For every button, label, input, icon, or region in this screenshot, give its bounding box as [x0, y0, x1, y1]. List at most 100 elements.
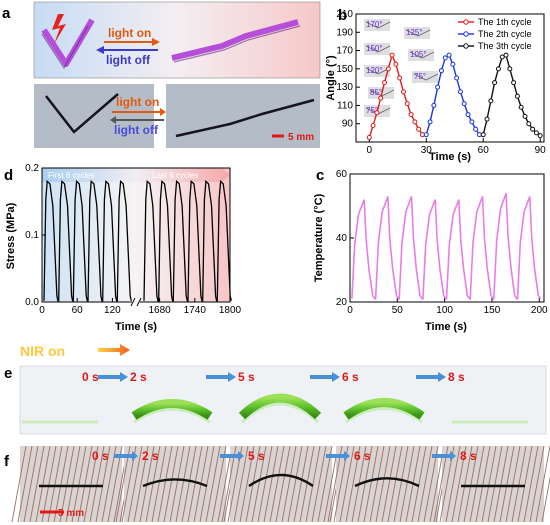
b-point	[526, 121, 532, 127]
d-xtick-label: 60	[72, 305, 84, 316]
f-paper-line	[475, 445, 491, 523]
c-xtick-label: 200	[531, 305, 548, 316]
f-paper-line	[127, 445, 143, 523]
f-paper-line	[233, 445, 249, 523]
c-series-line	[351, 192, 542, 300]
panel-e-label: e	[4, 365, 12, 382]
f-paper-line	[95, 445, 111, 523]
f-paper-line	[299, 445, 315, 523]
f-paper-line	[263, 445, 279, 523]
b-annotation-label: 75°	[414, 72, 426, 81]
panel-d-label: d	[4, 167, 13, 184]
b-point	[473, 126, 479, 132]
f-paper-line	[187, 445, 203, 523]
f-paper-line	[305, 445, 321, 523]
f-paper-line	[481, 445, 497, 523]
f-paper-line	[169, 445, 185, 523]
b-legend-marker	[463, 19, 469, 25]
f-paper-line	[287, 445, 303, 523]
f-paper-line	[71, 445, 87, 523]
f-paper-line	[175, 445, 191, 523]
f-paper-line	[469, 445, 485, 523]
e-rod-reflection	[240, 402, 320, 424]
b-annotation-label: 120°	[366, 66, 383, 75]
b-point	[484, 116, 490, 122]
f-paper-line	[505, 445, 521, 523]
b-point	[423, 132, 429, 138]
f-paper-line	[53, 445, 69, 523]
b-point	[431, 102, 437, 108]
d-axis-break-mark	[136, 297, 142, 307]
f-paper-line	[535, 445, 550, 523]
b-legend-label: The 3th cycle	[478, 41, 532, 51]
f-paper-line	[275, 445, 291, 523]
b-point	[530, 126, 536, 132]
b-point	[499, 54, 505, 60]
f-paper-line	[433, 445, 449, 523]
f-paper-line	[523, 445, 539, 523]
f-paper-line	[393, 445, 409, 523]
chart-d-series	[43, 180, 232, 302]
f-paper-line	[357, 445, 373, 523]
f-paper-line	[77, 445, 93, 523]
d-ytick-label: 0.2	[25, 163, 39, 174]
c-xtick-label: 0	[347, 305, 353, 316]
c-xtick-label: 50	[392, 305, 404, 316]
f-paper-line	[517, 445, 533, 523]
b-point	[533, 130, 539, 136]
e-rod	[131, 398, 213, 420]
b-point	[522, 113, 528, 119]
nir-arrow-icon	[98, 344, 130, 356]
f-paper-line	[35, 445, 51, 523]
b-legend-label: The 2th cycle	[478, 29, 532, 39]
f-paper-line	[205, 445, 221, 523]
b-annotation-label: 170°	[366, 20, 383, 29]
b-point	[488, 98, 494, 104]
light-on-label: light on	[108, 26, 151, 40]
f-paper-line	[181, 445, 197, 523]
b-point	[435, 84, 441, 90]
f-paper-line	[145, 445, 161, 523]
f-paper-line	[281, 445, 297, 523]
b-xtick-label: 0	[367, 145, 373, 156]
b-annotation-shape	[365, 21, 391, 29]
b-annotation-thumb	[404, 27, 430, 39]
f-arrowhead-icon	[344, 451, 350, 461]
d-series-last	[143, 180, 232, 302]
b-point	[427, 119, 433, 125]
f-paper-line	[399, 445, 415, 523]
panel-e: e 0 s 2 s 5 s 6 s 8 s	[4, 365, 547, 435]
c-ytick-label: 40	[336, 233, 348, 244]
chart-b-legend: The 1th cycle The 2th cycle The 3th cycle	[458, 17, 532, 51]
b-point	[461, 101, 467, 107]
f-paper-line	[311, 445, 327, 523]
b-point	[454, 75, 460, 81]
f-paper-line	[101, 445, 117, 523]
b-xtick-label: 60	[478, 145, 490, 156]
f-paper-line	[493, 445, 509, 523]
chart-d-xlabel: Time (s)	[115, 321, 157, 333]
f-paper-line	[115, 445, 131, 523]
b-ytick-label: 190	[336, 27, 353, 38]
b-point	[503, 52, 509, 58]
b-annotation-label: 85°	[370, 88, 382, 97]
f-paper-line	[317, 445, 333, 523]
chart-b-xlabel: Time (s)	[429, 151, 471, 163]
banner-last: Last 6 cycles	[152, 171, 198, 180]
b-legend-marker	[463, 43, 469, 49]
b-annotation-thumb	[364, 65, 390, 77]
b-point	[537, 133, 543, 139]
e-arrowhead-icon	[120, 372, 128, 382]
f-paper-line	[29, 445, 45, 523]
b-ytick-label: 170	[336, 46, 353, 57]
b-point	[442, 55, 448, 61]
b-annotation-shape	[365, 67, 391, 75]
f-paper-line	[529, 445, 545, 523]
d-axis-break	[132, 298, 140, 306]
f-paper-line	[429, 445, 445, 523]
f-paper-line	[89, 445, 105, 523]
chart-b-annotations: 170° 150° 120° 85° 75° 125° 105° 75°	[364, 19, 439, 117]
scale-label-a: 5 mm	[288, 132, 314, 143]
f-time-label: 0 s	[92, 449, 109, 463]
b-annotation-label: 125°	[406, 28, 423, 37]
